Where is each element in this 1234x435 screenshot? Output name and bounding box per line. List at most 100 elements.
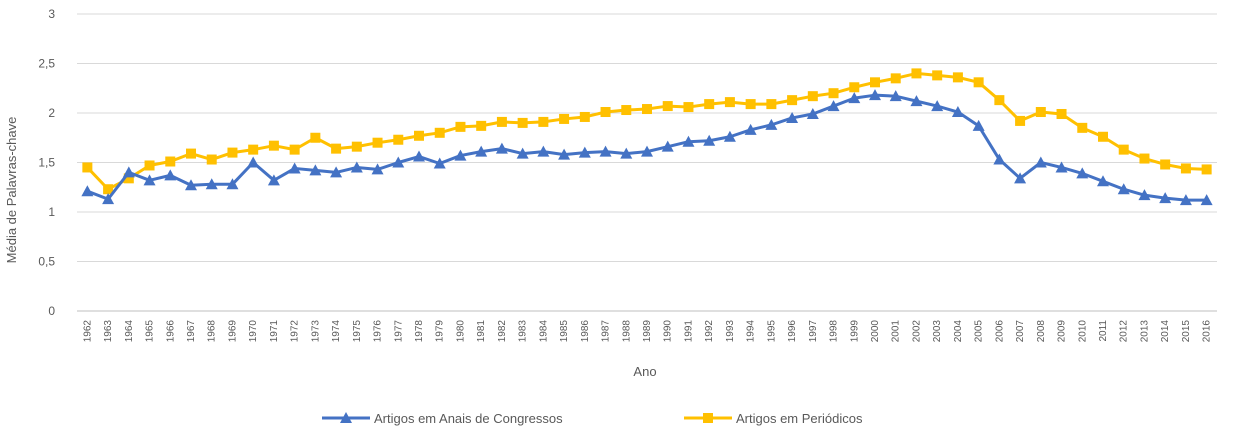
data-point-square [206,154,217,165]
data-point-square [745,99,756,110]
x-tick-label: 1985 [559,320,570,343]
data-point-square [144,160,155,171]
x-tick-label: 1978 [414,320,425,343]
data-point-triangle [972,119,985,131]
x-tick-label: 1977 [393,320,404,343]
data-point-triangle [889,90,902,102]
data-point-square [310,132,321,143]
data-point-triangle [1159,192,1172,204]
x-tick-label: 1975 [352,320,363,343]
data-point-triangle [703,134,716,146]
data-point-square [662,101,673,112]
data-point-triangle [723,130,736,142]
data-point-square [393,134,404,145]
x-tick-label: 1994 [746,320,757,343]
data-point-triangle [475,145,488,157]
y-tick-label: 1 [48,205,55,219]
data-point-triangle [537,145,550,157]
data-point-triangle [1200,194,1213,206]
x-tick-label: 2007 [1015,320,1026,343]
x-tick-label: 1984 [538,320,549,343]
data-point-triangle [1117,183,1130,195]
x-tick-label: 1992 [704,320,715,343]
x-tick-label: 1982 [497,320,508,343]
data-point-square [414,130,424,141]
data-point-triangle [827,100,840,112]
series-periodicos [82,68,1212,195]
data-point-triangle [1014,172,1027,184]
series-line [86,71,1207,191]
data-point-square [123,173,134,184]
data-point-triangle [1179,194,1192,206]
x-tick-label: 1969 [227,320,238,343]
data-point-triangle [185,179,197,191]
data-point-triangle [1076,167,1089,179]
data-point-square [1035,107,1046,118]
data-point-triangle [164,169,177,181]
data-point-square [331,143,342,154]
data-point-triangle [330,166,343,178]
data-point-triangle [122,166,135,178]
x-tick-label: 2013 [1139,320,1150,343]
x-tick-label: 1990 [663,320,674,343]
y-tick-label: 2,5 [38,57,55,71]
x-tick-label: 2014 [1160,320,1171,343]
data-point-square [103,184,114,195]
x-tick-label: 1976 [373,320,384,343]
x-tick-label: 1974 [331,320,342,343]
data-point-triangle [661,140,674,152]
data-point-triangle [786,111,799,123]
series-anais-congressos [81,89,1213,206]
data-point-square [766,99,777,110]
data-point-square [372,137,383,148]
x-tick-label: 1973 [310,320,321,343]
x-tick-label: 1963 [103,320,114,343]
x-tick-label: 2000 [870,320,881,343]
data-point-square [704,99,715,110]
data-point-triangle [102,193,115,205]
data-point-square [621,105,632,116]
data-point-square [538,116,549,127]
data-point-triangle [309,164,322,176]
x-tick-label: 1972 [290,320,301,343]
legend-label: Artigos em Anais de Congressos [374,411,563,426]
x-tick-label: 1996 [787,320,798,343]
data-point-triangle [516,147,529,159]
data-point-square [807,91,818,102]
legend-item: Artigos em Anais de Congressos [322,411,563,426]
data-point-square [973,77,984,88]
data-point-triangle [81,185,94,197]
data-point-triangle [350,161,363,173]
data-point-triangle [951,106,964,118]
data-point-square [952,72,963,83]
data-point-square [496,116,507,127]
y-tick-label: 1,5 [38,156,55,170]
data-point-square [1056,108,1067,119]
data-point-triangle [682,135,695,147]
data-point-triangle [340,412,352,423]
y-axis-title: Média de Palavras-chave [4,117,19,264]
series-layer [81,68,1213,206]
x-tick-label: 1987 [601,320,612,343]
x-tick-label: 2016 [1202,320,1213,343]
data-point-square [1077,122,1088,133]
x-tick-label: 2015 [1181,320,1192,343]
x-tick-label: 1967 [186,320,197,343]
data-point-triangle [454,149,467,161]
data-point-square [1180,163,1191,174]
data-point-square [289,144,300,155]
data-point-triangle [641,145,653,157]
x-tick-label: 1968 [207,320,218,343]
x-tick-label: 1979 [435,320,446,343]
data-point-triangle [1097,175,1109,187]
data-point-square [351,141,362,152]
data-point-triangle [205,178,218,190]
legend: Artigos em Anais de Congressos Artigos em… [322,411,863,426]
legend-label: Artigos em Periódicos [736,411,863,426]
data-point-triangle [1055,161,1068,173]
data-point-triangle [413,150,425,162]
data-point-triangle [558,148,571,160]
x-axis-title: Ano [633,364,656,379]
data-point-square [186,148,196,159]
